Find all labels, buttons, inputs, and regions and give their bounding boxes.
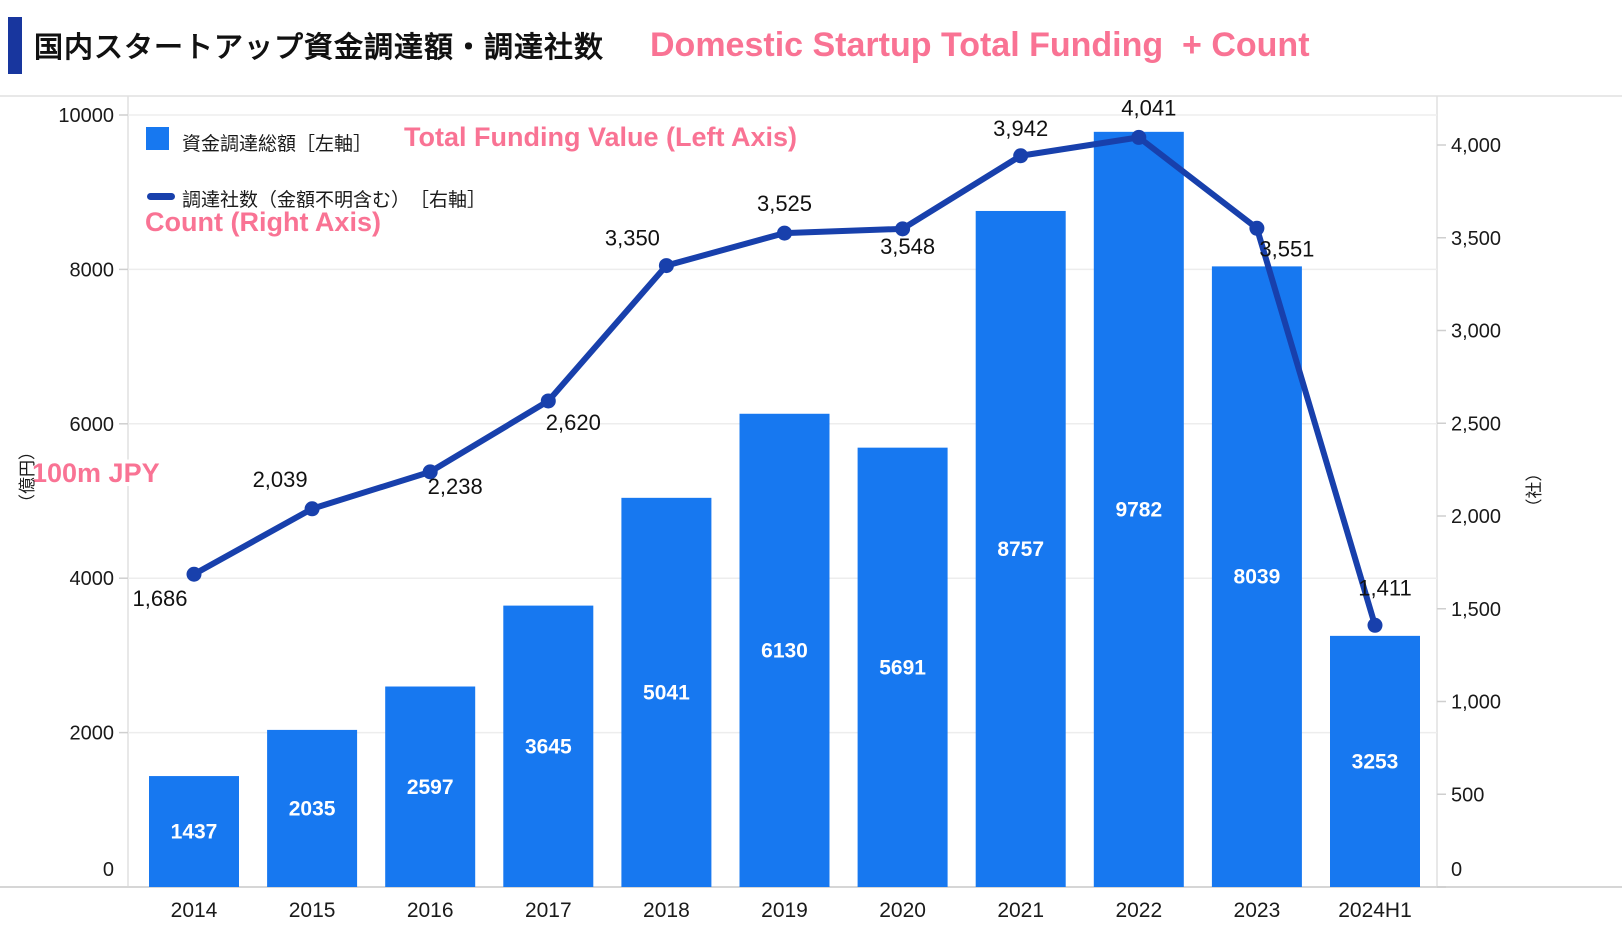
bar-value-label-2016: 2597 [407,776,454,799]
count-value-label-2020: 3,548 [880,234,935,259]
x-axis-label-2024H1: 2024H1 [1338,899,1412,922]
bar-2018 [621,497,712,887]
x-axis-label-2018: 2018 [643,899,690,922]
bar-value-label-2017: 3645 [525,735,572,758]
count-value-label-2017: 2,620 [546,410,601,435]
title-accent-bar [8,17,22,74]
legend-bar-label: 資金調達総額［左軸］ [182,134,373,155]
x-axis-label-2023: 2023 [1234,899,1281,922]
right-tick-label: 1,500 [1451,599,1501,621]
right-tick-label: 2,500 [1451,413,1501,435]
bar-2021 [975,210,1066,887]
right-tick-label: 3,000 [1451,321,1501,343]
x-axis-label-2019: 2019 [761,899,808,922]
legend-line-label: 調達社数（金額不明含む） ［右軸］ [182,190,487,211]
count-value-label-2022: 4,041 [1121,95,1176,120]
legend-bar-label-translation: Total Funding Value (Left Axis) [404,122,798,152]
count-point-2019 [777,225,792,241]
bar-value-label-2020: 5691 [879,656,926,679]
left-tick-label: 2000 [70,723,115,745]
x-axis-label-2017: 2017 [525,899,572,922]
left-axis-unit: （億円） [18,443,37,511]
count-point-2021 [1013,148,1029,164]
count-value-label-2014: 1,686 [132,586,187,611]
x-axis-label-2016: 2016 [407,899,454,922]
bar-2019 [739,413,830,887]
count-point-2017 [540,393,556,409]
count-value-label-2023: 3,551 [1259,236,1314,261]
count-point-2014 [186,566,202,582]
bar-2017 [503,605,594,887]
right-tick-label: 1,000 [1451,692,1501,714]
left-axis-unit-translation: 100m JPY [32,458,160,488]
right-tick-label: 2,000 [1451,506,1501,528]
page-title-translation: Domestic Startup Total Funding + Count [650,26,1310,64]
bar-value-label-2024H1: 3253 [1352,750,1399,773]
count-point-2024H1 [1367,617,1383,633]
count-point-2023 [1249,220,1265,236]
page-title: 国内スタートアップ資金調達額・調達社数 [34,32,605,64]
bar-value-label-2014: 1437 [171,821,218,844]
count-value-label-2021: 3,942 [993,116,1048,141]
right-tick-label: 500 [1451,784,1484,806]
count-point-2022 [1131,129,1147,145]
x-axis-label-2014: 2014 [171,899,218,922]
count-value-label-2019: 3,525 [757,191,812,216]
left-tick-label: 6000 [70,414,115,436]
x-axis-label-2021: 2021 [997,899,1044,922]
count-point-2018 [658,258,674,274]
count-value-label-2015: 2,039 [253,467,308,492]
x-axis-label-2022: 2022 [1115,899,1162,922]
right-tick-label: 3,500 [1451,228,1501,250]
legend-line-swatch-icon [147,193,175,200]
bar-2015 [267,729,358,887]
legend-bar-swatch-icon [146,127,169,150]
legend-line-label-translation: Count (Right Axis) [145,207,381,237]
bar-2024H1 [1330,635,1420,887]
right-tick-label: 4,000 [1451,135,1501,157]
bar-2016 [385,686,476,887]
bar-2020 [857,447,948,887]
bar-value-label-2023: 8039 [1234,566,1281,589]
x-axis-label-2015: 2015 [289,899,336,922]
bar-2014 [149,776,239,887]
right-tick-label: 0 [1451,859,1462,881]
bar-value-label-2022: 9782 [1115,498,1162,521]
bar-value-label-2019: 6130 [761,639,808,662]
left-tick-label: 8000 [70,259,115,281]
count-point-2015 [304,501,320,517]
left-tick-label: 4000 [70,568,115,590]
left-tick-label: 0 [103,859,114,881]
bar-value-label-2018: 5041 [643,681,690,704]
bar-2023 [1211,266,1302,888]
bar-value-label-2021: 8757 [997,538,1044,561]
count-point-2016 [422,464,438,480]
count-point-2020 [895,221,911,237]
right-axis-unit: （社） [1525,464,1544,516]
bar-2022 [1093,131,1184,888]
bar-value-label-2015: 2035 [289,797,336,820]
count-value-label-2016: 2,238 [428,474,483,499]
count-value-label-2024H1: 1,411 [1358,575,1411,600]
count-value-label-2018: 3,350 [605,226,660,251]
x-axis-label-2020: 2020 [879,899,926,922]
left-tick-label: 10000 [58,105,114,127]
